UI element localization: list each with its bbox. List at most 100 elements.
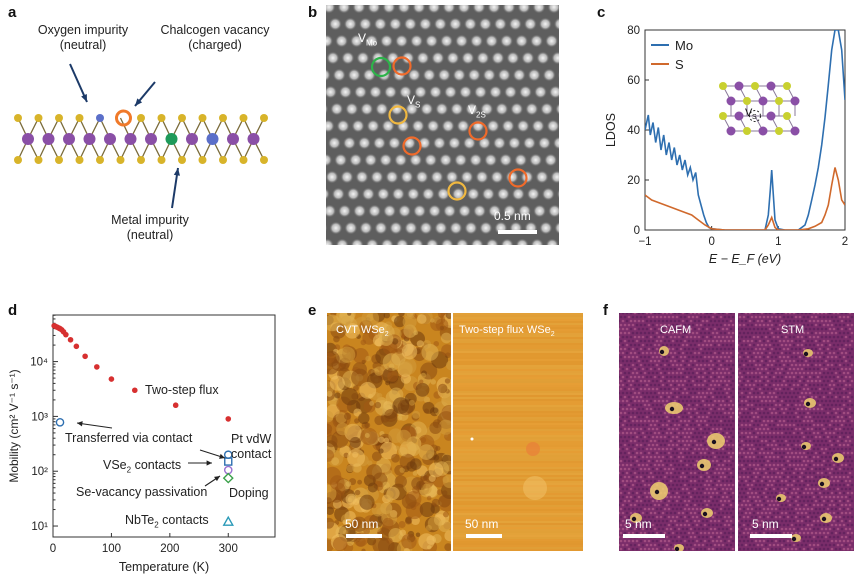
lattice-dot — [810, 523, 814, 527]
lattice-dot — [808, 375, 812, 379]
twostep-scanline — [453, 359, 583, 361]
lattice-dot — [627, 459, 631, 463]
stm-atom — [326, 34, 334, 48]
lattice-dot — [746, 339, 750, 343]
lattice-dot — [675, 475, 679, 479]
lattice-dot — [744, 383, 748, 387]
lattice-dot — [756, 495, 760, 499]
lattice-dot — [633, 407, 637, 411]
lattice-dot — [836, 383, 840, 387]
lattice-dot — [729, 367, 733, 371]
lattice-dot — [744, 343, 748, 347]
lattice-dot — [738, 411, 742, 415]
lattice-dot — [667, 323, 671, 327]
lattice-dot — [828, 471, 832, 475]
lattice-dot — [631, 523, 635, 527]
lattice-dot — [699, 531, 703, 535]
lattice-dot — [681, 327, 685, 331]
lattice-dot — [744, 335, 748, 339]
lattice-dot — [788, 471, 792, 475]
lattice-dot — [657, 335, 661, 339]
lattice-dot — [643, 507, 647, 511]
lattice-dot — [619, 383, 621, 387]
stm-atom — [379, 153, 393, 167]
lattice-dot — [812, 511, 816, 515]
twostep-defect-spot — [526, 442, 540, 456]
lattice-dot — [744, 503, 748, 507]
defect-bright-spot — [665, 402, 683, 414]
lattice-dot — [842, 379, 846, 383]
stm-atom — [397, 5, 411, 14]
lattice-dot — [800, 535, 804, 539]
metal-atom — [186, 133, 198, 145]
lattice-dot — [830, 331, 834, 335]
lattice-dot — [683, 507, 687, 511]
lattice-dot — [850, 363, 854, 367]
lattice-dot — [681, 487, 685, 491]
lattice-dot — [641, 431, 645, 435]
twostep-scanline — [453, 499, 583, 501]
lattice-dot — [707, 427, 711, 431]
lattice-dot — [824, 439, 828, 443]
lattice-dot — [695, 515, 699, 519]
lattice-dot — [788, 327, 792, 331]
lattice-dot — [675, 523, 679, 527]
lattice-dot — [685, 511, 689, 515]
lattice-dot — [703, 379, 707, 383]
lattice-dot — [784, 313, 788, 315]
lattice-dot — [639, 395, 643, 399]
lattice-dot — [627, 499, 631, 503]
lattice-dot — [689, 503, 693, 507]
stm-atom — [327, 136, 341, 150]
v2s-circle-3 — [468, 121, 488, 141]
lattice-dot — [756, 431, 760, 435]
lattice-dot — [687, 371, 691, 375]
lattice-dot — [746, 523, 750, 527]
lattice-dot — [619, 395, 623, 399]
lattice-dot — [786, 387, 790, 391]
lattice-dot — [657, 447, 661, 451]
lattice-dot — [671, 515, 675, 519]
cvt-grain — [398, 313, 405, 317]
lattice-dot — [663, 331, 667, 335]
lattice-dot — [810, 363, 814, 367]
twostep-scanline — [453, 427, 583, 429]
cvt-grain — [428, 462, 444, 478]
lattice-dot — [812, 423, 816, 427]
lattice-dot — [631, 347, 635, 351]
lattice-dot — [834, 387, 838, 391]
stm-atom — [506, 51, 520, 65]
lattice-dot — [844, 415, 848, 419]
lattice-dot — [772, 439, 776, 443]
lattice-dot — [774, 315, 778, 319]
lattice-dot — [693, 487, 697, 491]
lattice-dot — [705, 391, 709, 395]
lattice-dot — [768, 447, 772, 451]
stm-atom — [345, 102, 359, 116]
lattice-dot — [693, 439, 697, 443]
lattice-dot — [625, 367, 629, 371]
lattice-dot — [820, 359, 824, 363]
lattice-dot — [758, 411, 762, 415]
lattice-dot — [701, 399, 705, 403]
lattice-dot — [649, 439, 653, 443]
lattice-dot — [778, 475, 782, 479]
lattice-dot — [832, 359, 836, 363]
lattice-dot — [824, 423, 828, 427]
lattice-dot — [836, 527, 840, 531]
lattice-dot — [790, 523, 794, 527]
lattice-dot — [627, 403, 631, 407]
lattice-dot — [770, 371, 774, 375]
lattice-dot — [721, 495, 725, 499]
lattice-dot — [782, 539, 786, 543]
cvt-grain — [385, 380, 391, 386]
lattice-dot — [619, 403, 623, 407]
lattice-dot — [717, 423, 721, 427]
lattice-dot — [826, 467, 830, 471]
lattice-dot — [661, 375, 665, 379]
lattice-dot — [629, 343, 633, 347]
lattice-dot — [625, 423, 629, 427]
lattice-dot — [750, 539, 754, 543]
lattice-dot — [770, 419, 774, 423]
lattice-dot — [705, 423, 709, 427]
